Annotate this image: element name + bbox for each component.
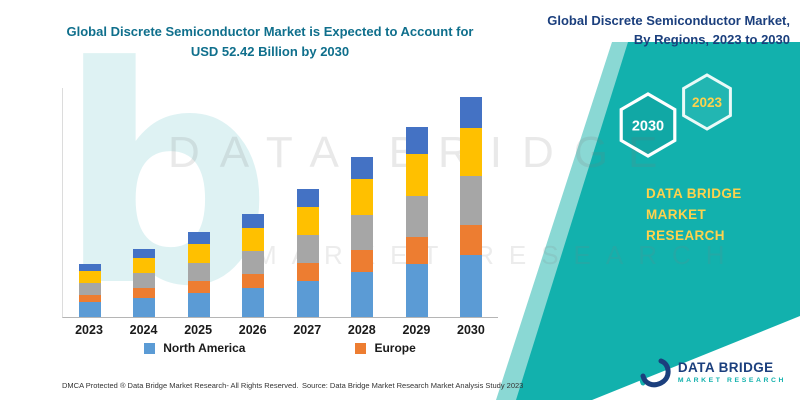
x-axis-label: 2025 xyxy=(184,323,213,337)
year-hexagon-badges: 2023 2030 xyxy=(600,68,785,188)
x-axis-label: 2028 xyxy=(347,323,376,337)
stacked-bar xyxy=(242,214,265,317)
bar-group xyxy=(444,97,498,317)
bar-segment xyxy=(405,237,428,264)
bar-segment xyxy=(133,298,156,317)
bar-segment xyxy=(187,262,210,282)
bar-segment xyxy=(296,281,319,317)
bar-segment xyxy=(242,273,265,288)
report-title-line1: Global Discrete Semiconductor Market, xyxy=(547,13,790,28)
chart-title: Global Discrete Semiconductor Market is … xyxy=(30,22,510,62)
bar-group xyxy=(226,214,280,317)
stacked-bar xyxy=(296,189,319,317)
bar-segment xyxy=(133,288,156,299)
legend-swatch xyxy=(355,342,367,354)
x-axis-label: 2030 xyxy=(457,323,485,337)
stacked-bar xyxy=(405,127,428,317)
bar-segment xyxy=(296,263,319,282)
company-logo: DATA BRIDGE MARKET RESEARCH xyxy=(635,354,786,390)
bar-segment xyxy=(405,153,428,196)
bar-segment xyxy=(296,189,319,208)
bar-segment xyxy=(405,127,428,154)
bar-segment xyxy=(459,97,482,128)
bar-segment xyxy=(351,179,374,215)
brand-name-panel: DATA BRIDGE MARKET RESEARCH xyxy=(646,184,800,247)
bar-segment xyxy=(187,293,210,317)
logo-name: DATA BRIDGE xyxy=(677,360,774,375)
bar-segment xyxy=(459,127,482,177)
legend-item: Europe xyxy=(355,341,416,355)
stacked-bar xyxy=(79,264,101,317)
x-axis-label: 2029 xyxy=(402,323,431,337)
bar-segment xyxy=(459,224,482,256)
bar-segment xyxy=(79,302,101,317)
chart-title-line2: USD 52.42 Billion by 2030 xyxy=(190,44,350,60)
chart-title-line1: Global Discrete Semiconductor Market is … xyxy=(66,24,474,39)
source-note: Source: Data Bridge Market Research Mark… xyxy=(302,381,524,390)
bar-group xyxy=(281,189,335,317)
report-title-line2: By Regions, 2023 to 2030 xyxy=(633,31,790,47)
chart-legend: North America Europe xyxy=(62,341,498,355)
x-axis-label: 2024 xyxy=(129,323,158,337)
hexagon-2030-badge: 2030 xyxy=(619,92,677,158)
bar-segment xyxy=(242,214,265,229)
bar-segment xyxy=(187,243,210,263)
legend-swatch xyxy=(144,342,156,354)
bar-segment xyxy=(296,235,319,264)
svg-text:2030: 2030 xyxy=(632,119,664,135)
legend-label: Europe xyxy=(374,341,416,355)
bar-segment xyxy=(133,273,156,289)
bar-segment xyxy=(79,282,101,295)
bar-group xyxy=(63,264,117,317)
stacked-bar xyxy=(459,97,482,317)
bar-group xyxy=(335,157,389,317)
svg-text:2023: 2023 xyxy=(692,95,723,110)
bar-group xyxy=(117,249,171,317)
report-title: Global Discrete Semiconductor Market, By… xyxy=(535,12,790,50)
bar-segment xyxy=(187,232,210,244)
bar-segment xyxy=(459,176,482,225)
bar-segment xyxy=(296,207,319,236)
bar-segment xyxy=(351,214,374,250)
logo-swirl-icon xyxy=(639,358,671,388)
dmca-notice: DMCA Protected ® Data Bridge Market Rese… xyxy=(62,381,299,390)
legend-label: North America xyxy=(163,341,246,355)
brand-name-line1: DATA BRIDGE MARKET xyxy=(646,186,742,222)
bar-segment xyxy=(351,157,374,180)
bar-segment xyxy=(133,249,156,259)
bar-segment xyxy=(187,281,210,294)
stacked-bar xyxy=(187,232,210,317)
x-axis-labels: 2023 2024 2025 2026 2027 2028 2029 2030 xyxy=(62,323,498,337)
bar-segment xyxy=(79,271,101,283)
x-axis-label: 2026 xyxy=(238,323,267,337)
bar-segment xyxy=(242,288,265,317)
bar-segment xyxy=(351,272,374,317)
brand-name-line2: RESEARCH xyxy=(646,227,725,243)
bar-segment xyxy=(351,249,374,273)
stacked-bar-chart xyxy=(62,88,498,318)
bar-segment xyxy=(133,258,156,274)
x-axis-label: 2027 xyxy=(293,323,322,337)
bar-segment xyxy=(242,251,265,274)
bar-group xyxy=(172,232,226,317)
stacked-bar xyxy=(133,249,156,317)
bar-segment xyxy=(79,264,101,272)
x-axis-label: 2023 xyxy=(75,323,103,337)
legend-item: North America xyxy=(144,341,245,355)
bar-segment xyxy=(79,294,101,303)
bar-segment xyxy=(405,195,428,238)
hexagon-2023-badge: 2023 xyxy=(682,73,732,131)
bar-segment xyxy=(405,263,428,317)
bar-segment xyxy=(459,255,482,317)
stacked-bar xyxy=(351,157,374,317)
bar-segment xyxy=(242,228,265,252)
logo-tagline: MARKET RESEARCH xyxy=(677,377,786,384)
bar-group xyxy=(390,127,444,317)
